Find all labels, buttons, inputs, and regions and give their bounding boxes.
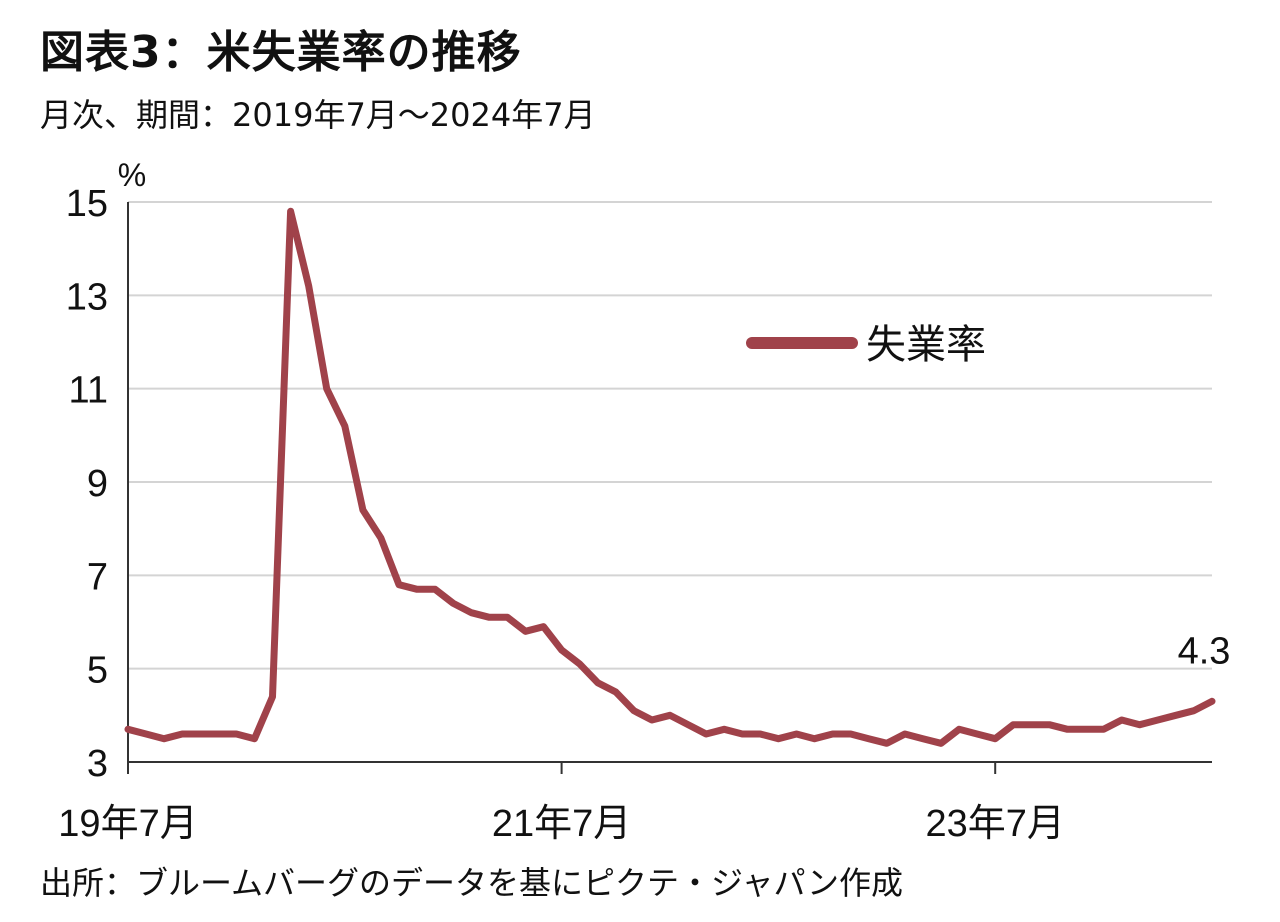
y-unit-label: %	[118, 157, 146, 193]
axes	[127, 202, 1212, 774]
legend-label-0: 失業率	[866, 323, 986, 367]
chart-subtitle: 月次、期間：2019年7月～2024年7月	[40, 96, 596, 134]
y-tick-label-11: 11	[69, 370, 108, 412]
source-note: 出所：ブルームバーグのデータを基にピクテ・ジャパン作成	[40, 864, 904, 902]
y-tick-label-5: 5	[87, 650, 108, 692]
y-tick-label-15: 15	[66, 183, 108, 225]
x-tick-label-0: 19年7月	[58, 803, 197, 845]
y-tick-label-13: 13	[66, 276, 108, 318]
x-tick-label-2: 23年7月	[925, 803, 1064, 845]
y-tick-label-7: 7	[87, 556, 108, 598]
series-lines	[124, 207, 1216, 747]
y-tick-label-9: 9	[87, 463, 108, 505]
tick-labels: 3 5 7 9 11 13 15% 19年7月 21年7月 23年7月	[58, 157, 1065, 845]
chart-title: 図表3：米失業率の推移	[40, 27, 522, 78]
y-tick-label-3: 3	[87, 743, 108, 785]
legend: 失業率	[746, 323, 986, 367]
annotations: 4.3	[1178, 630, 1231, 672]
series-line-0	[124, 207, 1216, 747]
x-tick-label-1: 21年7月	[492, 803, 631, 845]
data-label-0: 4.3	[1178, 630, 1231, 672]
